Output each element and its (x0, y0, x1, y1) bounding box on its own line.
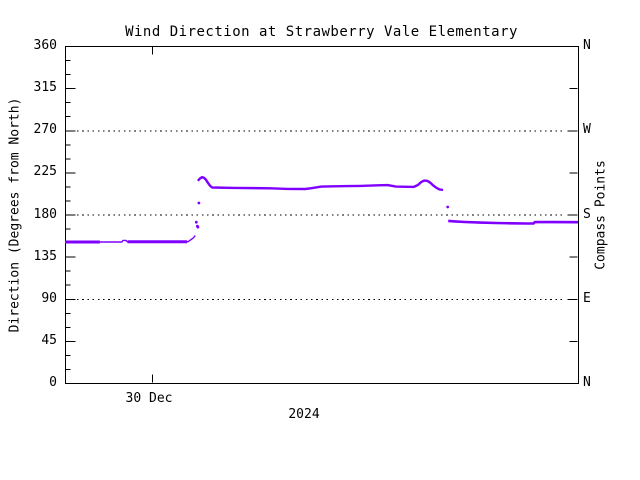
y-tick-label: 315 (33, 80, 57, 96)
wind-direction-point (194, 220, 198, 224)
wind-direction-point (446, 205, 450, 209)
compass-tick-label: E (583, 290, 591, 306)
y-tick-label: 180 (33, 206, 57, 222)
compass-tick-label: N (583, 38, 591, 53)
compass-tick-label: W (583, 122, 591, 138)
y-tick-label: 135 (33, 248, 57, 264)
y-tick-label: 270 (33, 122, 57, 138)
x-axis-year-label: 2024 (288, 407, 320, 422)
compass-tick-label: S (583, 206, 591, 222)
y-tick-label: 0 (49, 375, 57, 390)
wind-direction-point (196, 225, 200, 229)
wind-direction-early-line (99, 235, 196, 243)
compass-tick-label: N (583, 375, 591, 390)
y-tick-label: 90 (41, 290, 57, 306)
x-tick-label: 30 Dec (125, 391, 173, 406)
wind-direction-point (197, 201, 201, 205)
wind-direction-mid-line (196, 175, 444, 192)
y-tick-label: 225 (33, 164, 57, 180)
y-tick-label: 360 (33, 38, 57, 53)
wind-direction-late-line (448, 219, 579, 225)
y-tick-label: 45 (41, 332, 57, 348)
chart-title: Wind Direction at Strawberry Vale Elemen… (125, 24, 518, 40)
